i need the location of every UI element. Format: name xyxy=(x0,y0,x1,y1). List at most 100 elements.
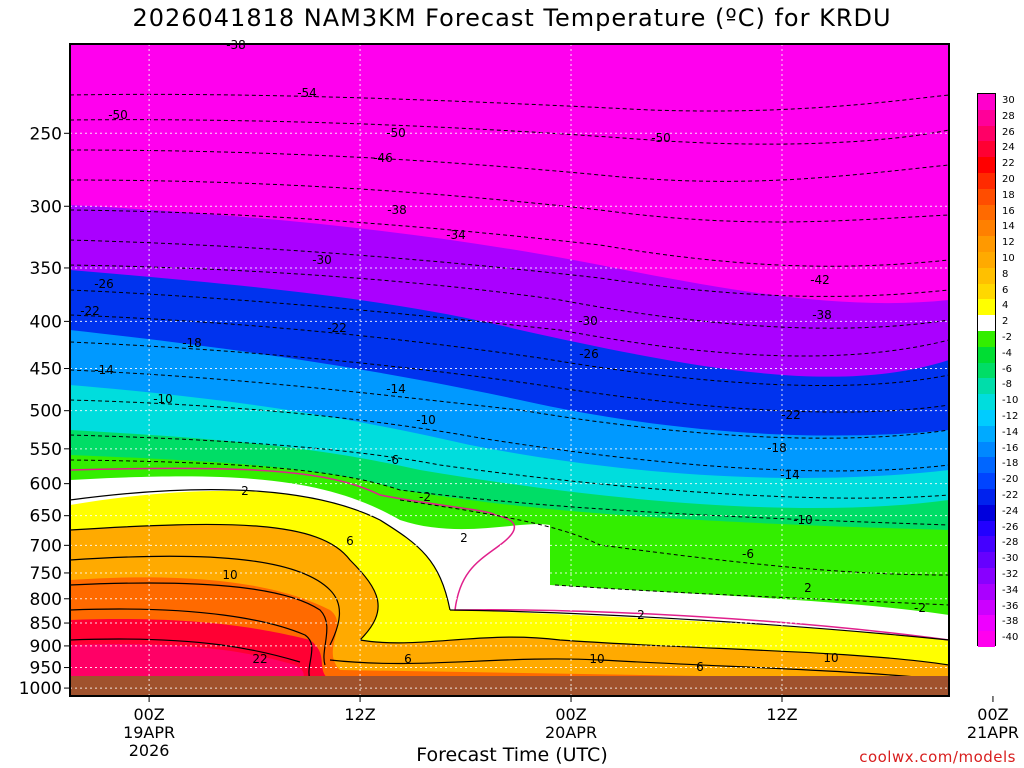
y-tick-label: 250 xyxy=(30,124,62,144)
x-tick-label: 12Z xyxy=(766,705,797,724)
contour-label: -6 xyxy=(742,547,754,561)
colorbar-segment xyxy=(978,220,995,237)
colorbar-label: -4 xyxy=(1002,347,1012,359)
contour-label: -54 xyxy=(297,86,317,100)
colorbar-segment xyxy=(978,520,995,537)
contour-label: -22 xyxy=(781,408,801,422)
contour-label: 6 xyxy=(696,660,704,674)
y-tick-label: 800 xyxy=(30,590,62,610)
colorbar-segment xyxy=(978,504,995,522)
plot-frame xyxy=(69,43,950,697)
y-tick-label: 700 xyxy=(30,536,62,556)
colorbar-segment xyxy=(978,362,995,379)
contour-label: -18 xyxy=(182,336,202,350)
colorbar-label: 28 xyxy=(1002,110,1015,122)
colorbar-segment xyxy=(978,157,995,174)
colorbar-segment xyxy=(978,109,995,127)
contour-label: -18 xyxy=(767,441,787,455)
colorbar-segment xyxy=(978,94,995,111)
contour-label: 6 xyxy=(346,534,354,548)
colorbar-segment xyxy=(978,267,995,285)
colorbar-label: 4 xyxy=(1002,300,1009,312)
colorbar-label: 14 xyxy=(1002,221,1015,233)
colorbar-label: -40 xyxy=(1002,632,1019,644)
contour-label: 10 xyxy=(589,652,604,666)
contour-label: 22 xyxy=(252,652,267,666)
contour-label: 10 xyxy=(823,651,838,665)
y-tick-label: 400 xyxy=(30,312,62,332)
colorbar-segment xyxy=(978,299,995,316)
colorbar-segment xyxy=(978,441,995,458)
colorbar-label: 20 xyxy=(1002,173,1015,185)
colorbar-segment xyxy=(978,378,995,395)
contour-label: -30 xyxy=(312,253,332,267)
contour-label: -22 xyxy=(327,321,347,335)
y-tick-label: 500 xyxy=(30,402,62,422)
chart-title: 2026041818 NAM3KM Forecast Temperature (… xyxy=(132,4,892,32)
colorbar-segment xyxy=(978,188,995,206)
contour-label: -10 xyxy=(153,392,173,406)
colorbar-label: 24 xyxy=(1002,142,1015,154)
contour-label: -50 xyxy=(386,126,406,140)
solid-contours xyxy=(70,489,949,681)
y-tick-label: 300 xyxy=(30,197,62,217)
colorbar-label: -18 xyxy=(1002,458,1019,470)
colorbar-segment xyxy=(978,552,995,569)
colorbar-label: -26 xyxy=(1002,521,1019,533)
colorbar-segment xyxy=(978,425,995,443)
contour-label: -50 xyxy=(651,131,671,145)
colorbar-label: 26 xyxy=(1002,126,1015,138)
colorbar-label: -22 xyxy=(1002,489,1019,501)
colorbar-segment xyxy=(978,394,995,411)
colorbar-label: 6 xyxy=(1002,284,1009,296)
credit-text: coolwx.com/models xyxy=(859,748,1016,766)
x-tick-label: 00Z xyxy=(977,705,1008,724)
temperature-field xyxy=(70,44,949,696)
contour-label: -26 xyxy=(579,347,599,361)
colorbar-label: -28 xyxy=(1002,537,1019,549)
colorbar-label: -2 xyxy=(1002,331,1012,343)
colorbar-segment xyxy=(978,204,995,221)
contour-label: -50 xyxy=(108,108,128,122)
colorbar-label: 8 xyxy=(1002,268,1009,280)
colorbar-label: -30 xyxy=(1002,553,1019,565)
contour-label: -6 xyxy=(387,453,399,467)
x-tick-label: 00Z xyxy=(555,705,586,724)
contour-label: -46 xyxy=(373,151,393,165)
contour-label: -2 xyxy=(914,601,926,615)
colorbar-label: 16 xyxy=(1002,205,1015,217)
colorbar-segment xyxy=(978,599,995,616)
contour-labels: -38-54-50-50 -50-46-38-34-30-26-22-22-18-… xyxy=(80,38,926,674)
colorbar-segment xyxy=(978,173,995,190)
colorbar-segment xyxy=(978,615,995,632)
colorbar-segment xyxy=(978,283,995,300)
colorbar xyxy=(977,93,996,648)
contour-label: -26 xyxy=(94,277,114,291)
contour-label: 2 xyxy=(460,531,468,545)
contour-label: 2 xyxy=(241,484,249,498)
colorbar-segment xyxy=(978,252,995,269)
contour-label: -42 xyxy=(810,273,830,287)
colorbar-label: 10 xyxy=(1002,252,1015,264)
colorbar-label: -12 xyxy=(1002,410,1019,422)
colorbar-label: -8 xyxy=(1002,379,1012,391)
colorbar-label: -24 xyxy=(1002,505,1019,517)
freezing-line xyxy=(70,467,949,641)
colorbar-segment xyxy=(978,331,995,348)
y-tick-label: 600 xyxy=(30,475,62,495)
colorbar-label: 2 xyxy=(1002,316,1009,328)
contour-label: -14 xyxy=(94,363,114,377)
contour-label: 2 xyxy=(637,608,645,622)
colorbar-label: 22 xyxy=(1002,158,1015,170)
contour-label: -10 xyxy=(416,413,436,427)
colorbar-label: -10 xyxy=(1002,395,1019,407)
x-tick-label: 12Z xyxy=(344,705,375,724)
colorbar-segment xyxy=(978,410,995,427)
colorbar-segment xyxy=(978,125,995,142)
colorbar-segment xyxy=(978,315,995,332)
colorbar-segment xyxy=(978,489,995,506)
contour-label: -38 xyxy=(226,38,246,52)
y-tick-label: 1000 xyxy=(19,679,62,699)
colorbar-segment xyxy=(978,583,995,601)
colorbar-segment xyxy=(978,141,995,158)
